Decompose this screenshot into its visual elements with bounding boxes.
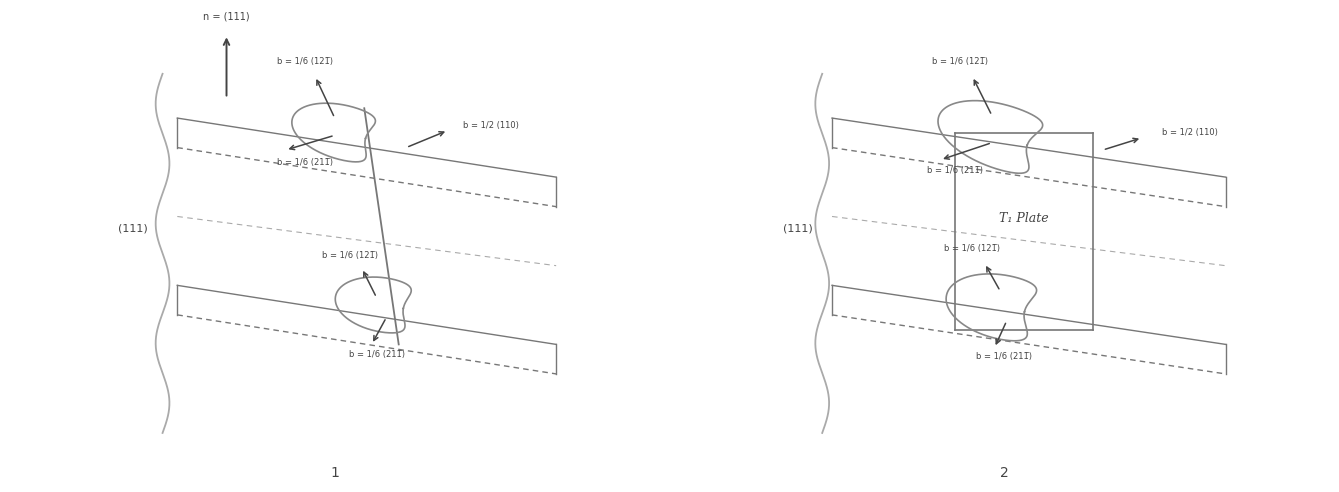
- Text: 1: 1: [331, 466, 339, 480]
- Text: b = 1/6 (121̅): b = 1/6 (121̅): [932, 57, 988, 66]
- Text: b = 1/6 (121̅): b = 1/6 (121̅): [277, 57, 333, 66]
- Text: b = 1/6 (211̅): b = 1/6 (211̅): [348, 350, 404, 359]
- Text: b = 1/6 (211̅): b = 1/6 (211̅): [976, 352, 1032, 361]
- Text: n = (111): n = (111): [204, 12, 250, 22]
- Text: (111): (111): [783, 224, 813, 234]
- Text: b = 1/6 (211̅): b = 1/6 (211̅): [927, 166, 983, 175]
- Text: (111): (111): [118, 224, 149, 234]
- Text: T₁ Plate: T₁ Plate: [999, 213, 1048, 225]
- Text: b = 1/2 (110): b = 1/2 (110): [1162, 128, 1217, 137]
- Text: b = 1/6 (211̅): b = 1/6 (211̅): [277, 158, 333, 167]
- Text: 2: 2: [1000, 466, 1008, 480]
- Text: b = 1/2 (110): b = 1/2 (110): [463, 121, 518, 130]
- Text: b = 1/6 (121̅): b = 1/6 (121̅): [944, 244, 1000, 253]
- Text: b = 1/6 (121̅): b = 1/6 (121̅): [321, 251, 378, 260]
